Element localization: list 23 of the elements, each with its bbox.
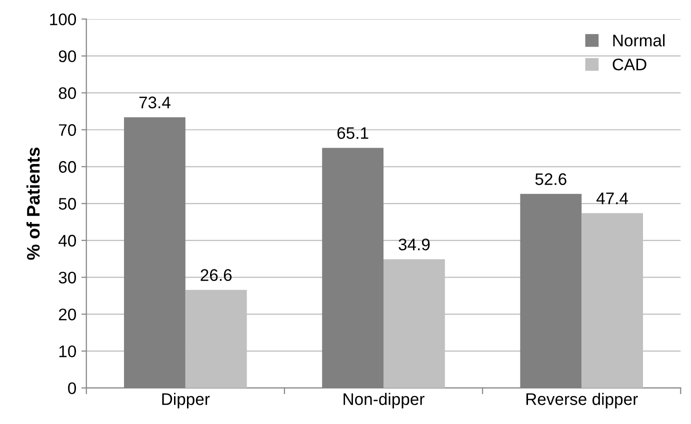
data-label: 65.1 bbox=[337, 127, 368, 139]
data-label: 47.4 bbox=[596, 192, 628, 204]
y-tick-label: 60 bbox=[58, 161, 76, 173]
x-tick-label: Reverse dipper bbox=[526, 392, 638, 408]
y-tick-label: 30 bbox=[58, 272, 76, 284]
data-label: 26.6 bbox=[200, 269, 232, 281]
data-label: 73.4 bbox=[139, 96, 170, 108]
y-tick-label: 90 bbox=[58, 50, 76, 62]
y-tick-label: 70 bbox=[58, 124, 76, 136]
x-tick-label: Non-dipper bbox=[344, 392, 424, 408]
y-tick-label: 80 bbox=[58, 87, 76, 100]
data-label: 52.6 bbox=[535, 173, 566, 186]
y-axis-title: % of Patients bbox=[26, 148, 40, 260]
y-tick-label: 0 bbox=[68, 382, 76, 394]
data-label: 34.9 bbox=[398, 238, 430, 250]
legend-label: Normal bbox=[613, 34, 665, 46]
legend-label: CAD bbox=[612, 58, 646, 70]
y-tick-label: 20 bbox=[58, 308, 76, 320]
y-tick-label: 10 bbox=[59, 345, 76, 358]
x-tick-label: Dipper bbox=[162, 392, 210, 408]
y-tick-label: 50 bbox=[58, 198, 76, 210]
y-tick-label: 40 bbox=[58, 234, 76, 247]
y-tick-label: 100 bbox=[50, 13, 76, 26]
